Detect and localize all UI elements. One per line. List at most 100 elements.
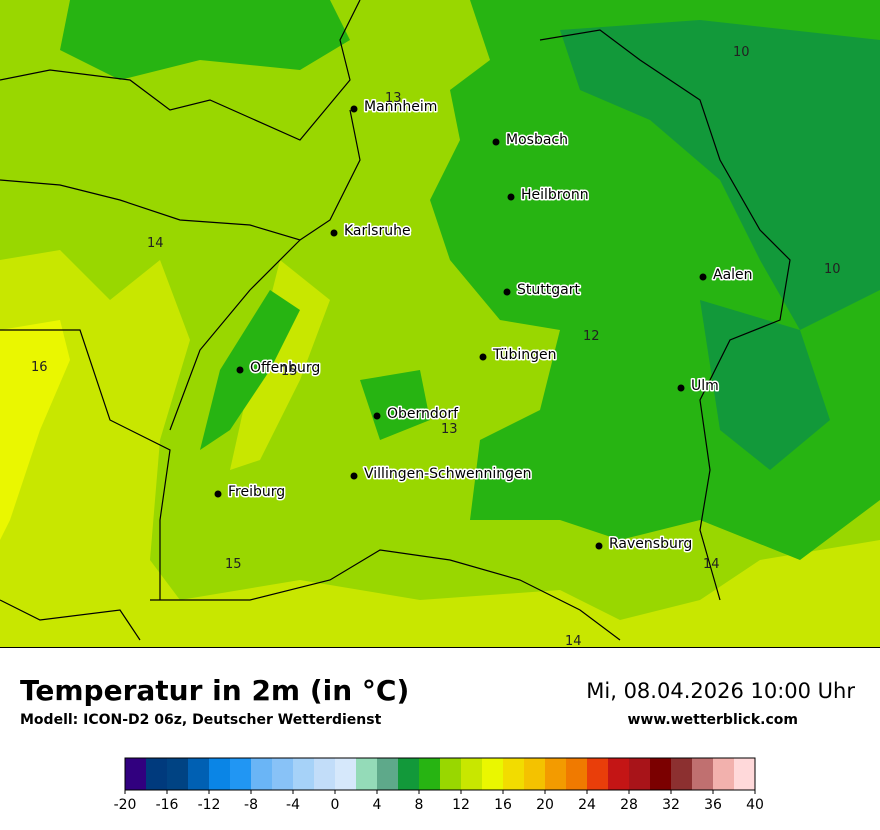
cold-zone: [700, 300, 830, 470]
colorbar-frame: [124, 757, 756, 791]
colorbar-bin: [692, 758, 713, 790]
city-dot: [595, 542, 603, 550]
colorbar-tick-label: 36: [704, 797, 722, 813]
colorbar-bin: [419, 758, 440, 790]
city-label: Karlsruhe: [344, 223, 411, 239]
city-dot: [699, 273, 707, 281]
warm-zone: [0, 320, 70, 540]
warm-zone: [230, 260, 330, 470]
cool-zone: [360, 370, 430, 440]
colorbar-tick-label: 24: [578, 797, 596, 813]
city-dot: [677, 384, 685, 392]
isoline-label: 15: [281, 364, 298, 379]
city-label: Mosbach: [506, 132, 568, 148]
colorbar-bin: [671, 758, 692, 790]
isoline-labels: 10 13 10 14 12 16 15 13 15 14 14: [31, 45, 841, 649]
colorbar-bin: [398, 758, 419, 790]
border: [169, 239, 301, 431]
city-label: Villingen-Schwenningen: [364, 466, 532, 482]
colorbar-bin: [209, 758, 230, 790]
colorbar-tick-label: -4: [286, 797, 300, 813]
colorbar-tick-label: -8: [244, 797, 258, 813]
city-label: Heilbronn: [521, 187, 589, 203]
map: [0, 0, 880, 647]
isoline-label: 14: [147, 236, 164, 251]
legend-datetime: Mi, 08.04.2026 10:00 Uhr: [586, 679, 855, 703]
colorbar-bin: [524, 758, 545, 790]
city-label: Freiburg: [228, 484, 285, 500]
city-dot: [214, 490, 222, 498]
border: [0, 599, 141, 641]
city-dot: [350, 472, 358, 480]
colorbar-bin: [377, 758, 398, 790]
city-label: Ulm: [691, 378, 719, 394]
city-label: Aalen: [713, 267, 753, 283]
isoline-label: 13: [441, 422, 458, 437]
colorbar-bin: [629, 758, 650, 790]
city-label: Ravensburg: [609, 536, 692, 552]
isoline-label: 13: [385, 91, 402, 106]
cities: Mannheim Mosbach Heilbronn Karlsruhe Stu…: [214, 98, 754, 554]
colorbar-tick-label: 12: [452, 797, 470, 813]
colorbar-bin: [251, 758, 272, 790]
colorbar-bin: [188, 758, 209, 790]
isoline-label: 14: [703, 557, 720, 572]
border: [0, 109, 361, 241]
city-label: Stuttgart: [517, 282, 580, 298]
colorbar-bin: [335, 758, 356, 790]
map-frame: [0, 647, 880, 648]
colorbar-bin: [440, 758, 461, 790]
cool-zone: [60, 0, 350, 80]
border: [539, 29, 791, 601]
legend-title: Temperatur in 2m (in °C): [20, 674, 409, 707]
colorbar-tick-label: -12: [198, 797, 221, 813]
warm-zone: [0, 250, 880, 647]
border: [150, 549, 621, 641]
border: [0, 329, 171, 600]
colorbar-bin: [461, 758, 482, 790]
colorbar: -20 -16 -12 -8 -4 0 4 8 12 16 20 24 28 32 36 40: [114, 757, 764, 813]
city-dot: [503, 288, 511, 296]
isoline-label: 16: [31, 360, 48, 375]
colorbar-bin: [503, 758, 524, 790]
city-dot: [330, 229, 338, 237]
city-dot: [507, 193, 515, 201]
colorbar-tick-label: -20: [114, 797, 137, 813]
cold-zone: [560, 20, 880, 330]
city-label: Oberndorf: [387, 406, 459, 422]
colorbar-bin: [125, 758, 146, 790]
isoline-label: 15: [225, 557, 242, 572]
isoline-label: 12: [583, 329, 600, 344]
city-dot: [492, 138, 500, 146]
legend-website: www.wetterblick.com: [628, 712, 799, 728]
colorbar-bin: [650, 758, 671, 790]
colorbar-tick-label: 0: [331, 797, 340, 813]
isoline-label: 14: [565, 634, 582, 649]
colorbar-bin: [713, 758, 734, 790]
colorbar-bin: [146, 758, 167, 790]
border: [0, 0, 361, 141]
colorbar-bin: [566, 758, 587, 790]
colorbar-bin: [587, 758, 608, 790]
colorbar-bin: [545, 758, 566, 790]
isoline-label: 10: [824, 262, 841, 277]
colorbar-tick-label: 40: [746, 797, 764, 813]
cool-zone: [200, 290, 300, 450]
colorbar-bin: [272, 758, 293, 790]
city-label: Mannheim: [364, 99, 437, 115]
legend-model: Modell: ICON-D2 06z, Deutscher Wetterdie…: [20, 712, 382, 728]
colorbar-tick-label: 8: [415, 797, 424, 813]
colorbar-tick-label: 16: [494, 797, 512, 813]
colorbar-bin: [293, 758, 314, 790]
colorbar-bin: [167, 758, 188, 790]
city-dot: [479, 353, 487, 361]
colorbar-bin: [230, 758, 251, 790]
colorbar-tick-label: 20: [536, 797, 554, 813]
colorbar-bin: [314, 758, 335, 790]
colorbar-bin: [356, 758, 377, 790]
city-dot: [350, 105, 358, 113]
colorbar-tick-label: 28: [620, 797, 638, 813]
colorbar-bin: [734, 758, 755, 790]
city-dot: [236, 366, 244, 374]
